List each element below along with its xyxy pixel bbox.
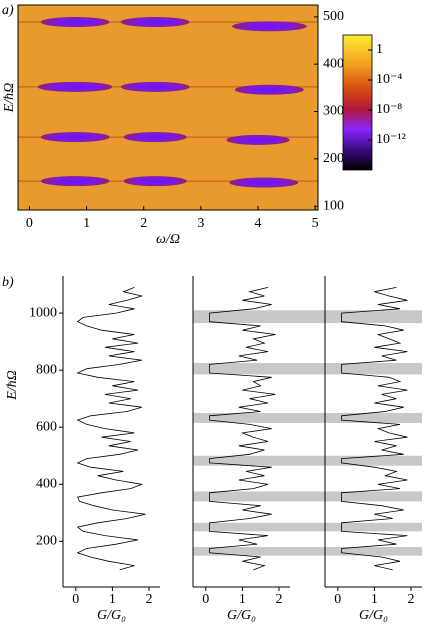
- energy-band: [193, 455, 422, 466]
- trace: [76, 287, 146, 571]
- spot: [226, 134, 290, 145]
- x-tick-label: 1: [371, 592, 378, 607]
- x-tick-label: 0: [72, 592, 79, 607]
- colorbar-tick-label: 10⁻¹²: [376, 132, 406, 147]
- x-tick-label: 0: [26, 216, 33, 231]
- energy-band: [193, 547, 422, 556]
- spot: [123, 176, 187, 187]
- panel-label: a): [2, 3, 14, 18]
- trace: [209, 287, 276, 571]
- spot: [234, 84, 304, 95]
- x-tick-label: 2: [276, 592, 283, 607]
- y-tick-label: 400: [36, 477, 57, 492]
- y-tick-label: 1000: [29, 305, 57, 320]
- spot: [120, 17, 190, 28]
- energy-band: [193, 363, 422, 375]
- energy-band: [193, 412, 422, 423]
- x-axis-label: G/G₀: [227, 608, 256, 623]
- y-tick-label: 400: [323, 56, 344, 71]
- x-axis-label: G/G₀: [359, 608, 388, 623]
- colorbar-tick-label: 10⁻⁴: [376, 72, 402, 87]
- energy-band: [193, 310, 422, 324]
- spot: [40, 17, 110, 28]
- spot: [229, 177, 299, 188]
- trace: [341, 287, 408, 571]
- x-tick-label: 2: [140, 216, 147, 231]
- y-tick-label: 800: [36, 362, 57, 377]
- y-axis-label: E/ħΩ: [2, 83, 17, 114]
- y-tick-label: 200: [323, 151, 344, 166]
- y-axis-label: E/ħΩ: [5, 370, 20, 401]
- x-tick-label: 2: [408, 592, 415, 607]
- x-tick-label: 3: [197, 216, 204, 231]
- spot: [120, 81, 190, 92]
- heatmap-background: [18, 5, 318, 210]
- spot: [232, 21, 307, 32]
- x-tick-label: 1: [83, 216, 90, 231]
- colorbar-tick-label: 10⁻⁸: [376, 102, 402, 117]
- x-tick-label: 5: [312, 216, 319, 231]
- x-tick-label: 1: [109, 592, 116, 607]
- colorbar: [342, 34, 373, 171]
- x-axis-label: ω/Ω: [156, 232, 180, 247]
- energy-band: [193, 491, 422, 502]
- y-tick-label: 200: [36, 534, 57, 549]
- plot-frame: [17, 4, 319, 211]
- x-tick-label: 1: [239, 592, 246, 607]
- y-tick-label: 300: [323, 104, 344, 119]
- x-tick-label: 0: [334, 592, 341, 607]
- x-axis-label: G/G₀: [97, 608, 126, 623]
- y-tick-label: 500: [323, 9, 344, 24]
- spot: [40, 132, 110, 143]
- spot: [123, 132, 187, 143]
- spot: [37, 81, 113, 92]
- panel-label: b): [2, 275, 14, 290]
- energy-band: [193, 522, 422, 532]
- spot: [40, 176, 110, 187]
- x-tick-label: 0: [202, 592, 209, 607]
- y-tick-label: 600: [36, 419, 57, 434]
- x-tick-label: 4: [255, 216, 262, 231]
- x-tick-label: 2: [146, 592, 153, 607]
- y-tick-label: 100: [323, 198, 344, 213]
- colorbar-tick-label: 1: [376, 42, 383, 57]
